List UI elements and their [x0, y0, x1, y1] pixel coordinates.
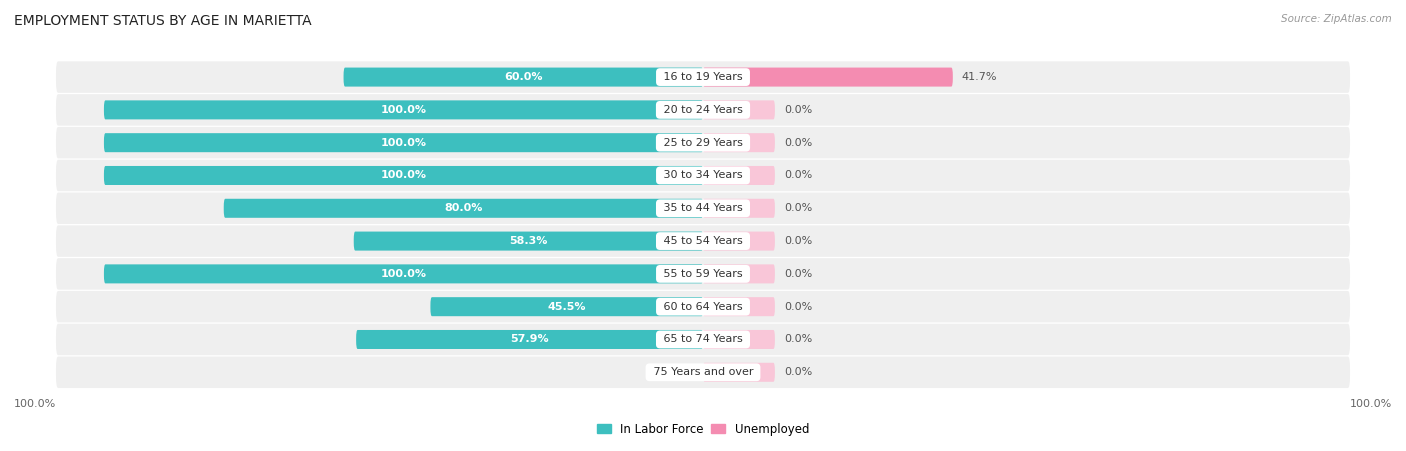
Text: 25 to 29 Years: 25 to 29 Years — [659, 138, 747, 147]
FancyBboxPatch shape — [703, 68, 953, 87]
FancyBboxPatch shape — [56, 357, 1350, 388]
Text: 0.0%: 0.0% — [785, 269, 813, 279]
FancyBboxPatch shape — [703, 297, 775, 316]
Text: 100.0%: 100.0% — [1350, 399, 1392, 409]
FancyBboxPatch shape — [354, 231, 703, 251]
Text: 30 to 34 Years: 30 to 34 Years — [659, 170, 747, 180]
Text: 0.0%: 0.0% — [785, 367, 813, 377]
FancyBboxPatch shape — [343, 68, 703, 87]
Text: 0.0%: 0.0% — [785, 203, 813, 213]
FancyBboxPatch shape — [56, 226, 1350, 257]
FancyBboxPatch shape — [703, 133, 775, 152]
FancyBboxPatch shape — [56, 258, 1350, 290]
Text: 0.0%: 0.0% — [785, 236, 813, 246]
Text: 100.0%: 100.0% — [14, 399, 56, 409]
Text: 100.0%: 100.0% — [381, 105, 426, 115]
FancyBboxPatch shape — [104, 101, 703, 120]
FancyBboxPatch shape — [104, 166, 703, 185]
Text: 45 to 54 Years: 45 to 54 Years — [659, 236, 747, 246]
FancyBboxPatch shape — [703, 101, 775, 120]
FancyBboxPatch shape — [703, 199, 775, 218]
Text: 0.0%: 0.0% — [785, 105, 813, 115]
FancyBboxPatch shape — [703, 330, 775, 349]
Legend: In Labor Force, Unemployed: In Labor Force, Unemployed — [598, 423, 808, 436]
FancyBboxPatch shape — [104, 133, 703, 152]
Text: 75 Years and over: 75 Years and over — [650, 367, 756, 377]
FancyBboxPatch shape — [430, 297, 703, 316]
Text: 0.0%: 0.0% — [785, 170, 813, 180]
Text: 100.0%: 100.0% — [381, 138, 426, 147]
Text: EMPLOYMENT STATUS BY AGE IN MARIETTA: EMPLOYMENT STATUS BY AGE IN MARIETTA — [14, 14, 312, 28]
Text: 80.0%: 80.0% — [444, 203, 482, 213]
Text: 35 to 44 Years: 35 to 44 Years — [659, 203, 747, 213]
Text: 60 to 64 Years: 60 to 64 Years — [659, 302, 747, 312]
FancyBboxPatch shape — [56, 127, 1350, 158]
Text: 45.5%: 45.5% — [547, 302, 586, 312]
Text: 16 to 19 Years: 16 to 19 Years — [659, 72, 747, 82]
Text: 20 to 24 Years: 20 to 24 Years — [659, 105, 747, 115]
Text: 0.0%: 0.0% — [666, 367, 695, 377]
FancyBboxPatch shape — [703, 231, 775, 251]
FancyBboxPatch shape — [104, 264, 703, 283]
Text: 60.0%: 60.0% — [503, 72, 543, 82]
FancyBboxPatch shape — [56, 61, 1350, 93]
Text: 0.0%: 0.0% — [785, 138, 813, 147]
FancyBboxPatch shape — [703, 166, 775, 185]
Text: 65 to 74 Years: 65 to 74 Years — [659, 335, 747, 345]
Text: Source: ZipAtlas.com: Source: ZipAtlas.com — [1281, 14, 1392, 23]
FancyBboxPatch shape — [56, 291, 1350, 322]
FancyBboxPatch shape — [356, 330, 703, 349]
Text: 0.0%: 0.0% — [785, 335, 813, 345]
FancyBboxPatch shape — [224, 199, 703, 218]
Text: 100.0%: 100.0% — [381, 269, 426, 279]
Text: 100.0%: 100.0% — [381, 170, 426, 180]
Text: 55 to 59 Years: 55 to 59 Years — [659, 269, 747, 279]
FancyBboxPatch shape — [56, 324, 1350, 355]
Text: 58.3%: 58.3% — [509, 236, 547, 246]
FancyBboxPatch shape — [56, 94, 1350, 126]
Text: 57.9%: 57.9% — [510, 335, 548, 345]
Text: 41.7%: 41.7% — [962, 72, 997, 82]
FancyBboxPatch shape — [56, 160, 1350, 191]
FancyBboxPatch shape — [703, 363, 775, 382]
Text: 0.0%: 0.0% — [785, 302, 813, 312]
FancyBboxPatch shape — [703, 264, 775, 283]
FancyBboxPatch shape — [56, 193, 1350, 224]
